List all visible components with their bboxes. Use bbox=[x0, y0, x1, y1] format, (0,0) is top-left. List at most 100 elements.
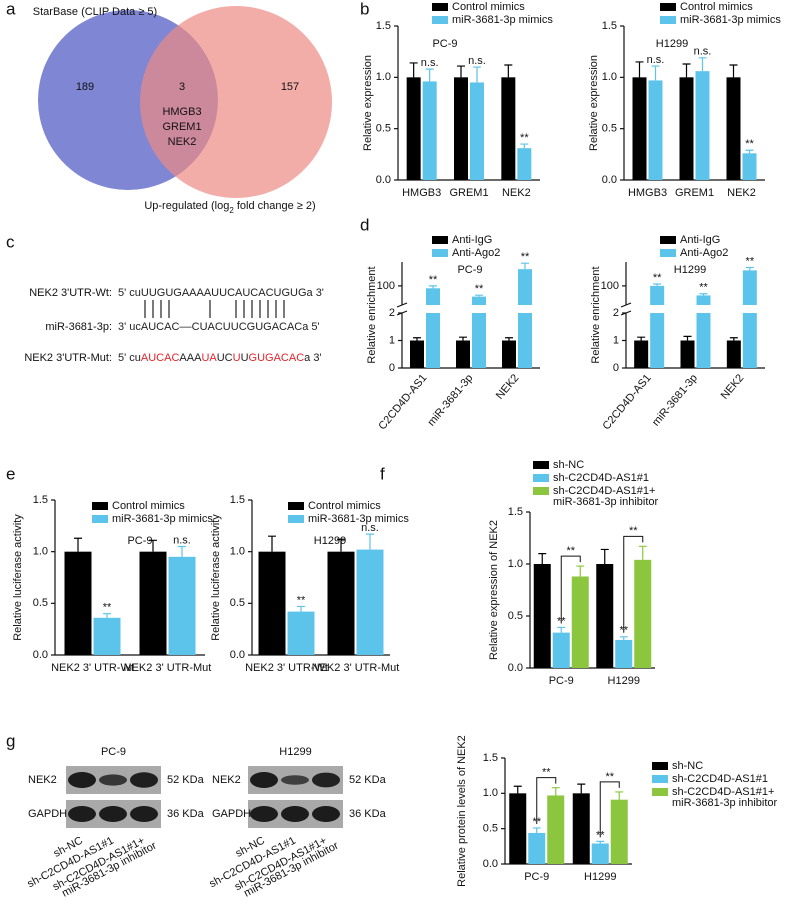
y-tick-label: 0.0 bbox=[376, 174, 391, 186]
y-tick-label: 1.5 bbox=[376, 20, 391, 32]
error-bar bbox=[596, 840, 605, 844]
legend-label: Anti-Ago2 bbox=[680, 247, 728, 259]
bar bbox=[571, 576, 589, 668]
y-tick-label: 0.5 bbox=[33, 597, 48, 609]
x-tick-label: H1299 bbox=[608, 675, 640, 687]
bar bbox=[650, 285, 665, 305]
legend-label: Control mimics bbox=[452, 1, 525, 13]
x-tick-label: miR-3681-3p bbox=[650, 372, 700, 428]
legend-label: sh-C2CD4D-AS1#1 bbox=[553, 472, 649, 484]
chart-title: H1299 bbox=[674, 264, 706, 276]
error-bar bbox=[505, 337, 513, 341]
error-bar bbox=[682, 63, 691, 78]
sequence-segment: U bbox=[241, 352, 249, 364]
bar bbox=[742, 313, 757, 368]
significance: n.s. bbox=[173, 534, 191, 546]
significance: ** bbox=[542, 767, 551, 779]
significance: ** bbox=[699, 282, 708, 294]
significance: ** bbox=[629, 525, 638, 537]
bar bbox=[509, 793, 527, 864]
significance: ** bbox=[605, 771, 614, 783]
bar bbox=[742, 270, 757, 305]
blot-band bbox=[312, 772, 340, 788]
significance: n.s. bbox=[421, 57, 439, 69]
significance: n.s. bbox=[694, 46, 712, 58]
sequence-label: NEK2 3'UTR-Mut: bbox=[24, 352, 112, 364]
legend-swatch bbox=[533, 487, 549, 495]
legend-label: Anti-IgG bbox=[452, 234, 492, 246]
bar bbox=[410, 340, 424, 368]
legend-swatch bbox=[652, 788, 668, 796]
bar bbox=[287, 611, 315, 655]
y-tick-label: 2 bbox=[613, 307, 619, 319]
bar bbox=[517, 148, 532, 180]
bar bbox=[695, 71, 710, 180]
x-tick-label: NEK2 bbox=[719, 372, 747, 402]
blot-size: 36 KDa bbox=[349, 808, 387, 820]
blot-row-label: NEK2 bbox=[212, 774, 241, 786]
chart-title: H1299 bbox=[314, 535, 346, 547]
legend-swatch bbox=[288, 515, 304, 523]
panel-label: a bbox=[6, 0, 16, 18]
error-bar bbox=[297, 605, 305, 612]
blot-size: 36 KDa bbox=[167, 808, 205, 820]
error-bar bbox=[178, 545, 186, 557]
venn-label-part: 2 bbox=[229, 206, 234, 215]
error-bar bbox=[557, 626, 566, 633]
legend-swatch bbox=[652, 775, 668, 783]
bar bbox=[528, 832, 546, 864]
x-tick-label: NEK2 3' UTR-Wt bbox=[245, 662, 328, 674]
legend-label: miR-3681-3p mimics bbox=[680, 14, 781, 26]
bar bbox=[726, 77, 741, 180]
y-tick-label: 0.0 bbox=[602, 174, 617, 186]
sequence-segment: a 3' bbox=[304, 352, 321, 364]
x-tick-label: H1299 bbox=[584, 871, 616, 883]
error-bar bbox=[103, 613, 111, 618]
y-tick-label: 1.0 bbox=[376, 71, 391, 83]
significance: n.s. bbox=[468, 55, 486, 67]
bar-chart: 0.0 0.5 1.0 1.5 Relative luciferase activity… bbox=[210, 494, 409, 674]
bar bbox=[472, 296, 486, 305]
error-bar bbox=[504, 64, 513, 78]
legend-label: miR-3681-3p mimics bbox=[452, 14, 553, 26]
sequence-segment: AUCAC bbox=[141, 352, 180, 364]
error-bar bbox=[337, 538, 345, 552]
y-tick-label: 1.5 bbox=[33, 494, 48, 506]
error-bar bbox=[520, 143, 529, 149]
error-bar bbox=[577, 783, 586, 794]
venn-gene: NEK2 bbox=[168, 136, 197, 148]
bar bbox=[696, 295, 711, 305]
venn-count: 157 bbox=[281, 81, 299, 93]
bar-chart: 0.0 0.5 1.0 1.5 Relative luciferase activity… bbox=[12, 494, 213, 674]
error-bar bbox=[600, 548, 609, 564]
error-bar bbox=[459, 336, 467, 341]
bar bbox=[472, 313, 486, 368]
error-bar bbox=[551, 787, 560, 796]
sequence-segment: 3' ucAUCAC––CUACUUCGUGACACa 5' bbox=[118, 321, 320, 333]
bar bbox=[139, 551, 167, 655]
bar bbox=[596, 564, 614, 668]
bar-chart: 0.0 0.5 1.0 1.5 Relative expression PC-9 Contr… bbox=[362, 1, 553, 199]
legend-swatch bbox=[432, 249, 448, 257]
error-bar bbox=[473, 66, 481, 83]
y-axis-label: Relative expression of NEK2 bbox=[488, 520, 500, 660]
legend-label: Control mimics bbox=[308, 500, 381, 512]
blot-row-label: GAPDH bbox=[28, 808, 67, 820]
y-tick-label: 1.0 bbox=[508, 558, 523, 570]
bar bbox=[726, 340, 741, 368]
sequence-segment: 5' cu bbox=[118, 352, 141, 364]
y-tick-label: 0.0 bbox=[508, 662, 523, 674]
x-tick-label: miR-3681-3p bbox=[425, 372, 475, 428]
error-bar bbox=[637, 336, 646, 341]
legend-swatch bbox=[288, 502, 304, 510]
y-tick-label: 100 bbox=[377, 280, 395, 292]
error-bar bbox=[638, 545, 647, 560]
significance: ** bbox=[297, 594, 306, 606]
bar bbox=[426, 288, 440, 305]
bar bbox=[632, 77, 647, 180]
bar bbox=[648, 80, 663, 180]
y-tick-label: 1 bbox=[389, 334, 395, 346]
legend-swatch bbox=[92, 502, 108, 510]
bar bbox=[518, 269, 532, 305]
